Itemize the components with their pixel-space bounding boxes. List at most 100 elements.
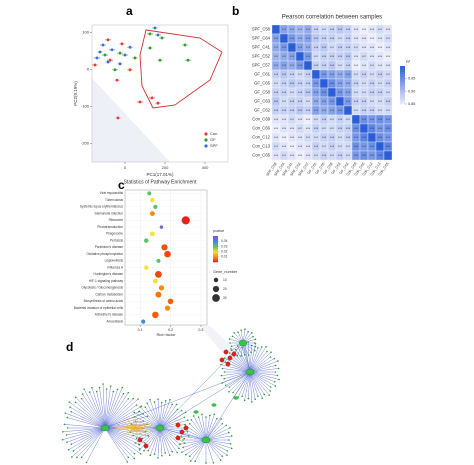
leaf-node: [263, 393, 266, 396]
cell-label: 0.87: [290, 119, 295, 121]
edge: [67, 417, 106, 429]
cell-label: 0.88: [298, 83, 303, 85]
leaf-node: [98, 386, 101, 389]
cell-label: 0.88: [314, 65, 319, 67]
cell-label: 0.86: [290, 137, 295, 139]
point: [95, 56, 99, 60]
leaf-node: [240, 355, 242, 357]
cell-label: 0.94: [378, 128, 383, 130]
y-tick-label: Alzheimer's disease: [95, 313, 123, 317]
cell-label: 1: [299, 56, 301, 58]
edge: [134, 421, 142, 429]
row-label: Con_C12: [252, 135, 270, 140]
edge: [133, 427, 161, 436]
leaf-node: [225, 424, 228, 427]
cell-label: 0.88: [330, 38, 335, 40]
y-tick-label: Oxidative phosphorylation: [86, 252, 123, 256]
leaf-node: [88, 391, 91, 393]
gene-node: [179, 429, 185, 435]
edge: [81, 427, 106, 458]
leaf-node: [149, 398, 151, 401]
legend-title: pvalue: [213, 229, 224, 233]
y-tick-label: 100: [82, 29, 89, 34]
leaf-node: [240, 329, 242, 331]
edge: [241, 371, 251, 397]
leaf-node: [72, 450, 75, 452]
leaf-node: [278, 378, 280, 381]
leaf-node: [276, 374, 279, 377]
cell-label: 0.87: [330, 128, 335, 130]
cell-label: 0.88: [314, 128, 319, 130]
cell-label: 0.95: [386, 128, 391, 130]
leaf-node: [184, 453, 187, 456]
leaf-node: [66, 427, 69, 429]
leaf-node: [221, 455, 224, 458]
cell-label: 0.88: [338, 119, 343, 121]
leaf-node: [254, 342, 256, 344]
cell-label: 0.93: [282, 29, 287, 31]
edge: [159, 427, 189, 437]
cell-label: 0.86: [298, 146, 303, 148]
point: [93, 63, 97, 67]
point: [110, 48, 114, 52]
y-tick-label: Bacterial invasion of epithelial cells: [74, 306, 124, 310]
edge: [249, 346, 262, 373]
edge: [81, 398, 106, 429]
cell-label: 0.94: [346, 101, 351, 103]
leaf-node: [220, 418, 223, 420]
cell-label: 0.87: [338, 65, 343, 67]
network: [61, 328, 280, 464]
leaf-node: [127, 391, 130, 394]
cell-label: 0.87: [314, 155, 319, 157]
edge: [104, 416, 148, 429]
colorbar-label: 0.95: [408, 77, 415, 81]
leaf-node: [247, 397, 250, 400]
cell-label: 0.88: [346, 128, 351, 130]
leaf-node: [229, 342, 231, 344]
edge: [205, 427, 231, 441]
colorbar-label: 0.02: [221, 249, 228, 253]
y-tick-label: 0: [87, 66, 90, 71]
cell-label: 0.88: [338, 155, 343, 157]
edge: [150, 427, 161, 456]
point: [118, 51, 122, 55]
cell-label: 0.92: [274, 47, 279, 49]
cell-label: 0.89: [322, 47, 327, 49]
cell-label: 0.88: [322, 155, 327, 157]
cell-label: 0.88: [298, 101, 303, 103]
cell-label: 0.88: [282, 110, 287, 112]
leaf-node: [164, 400, 167, 402]
edge: [224, 371, 251, 379]
row-label: SPF_C41: [252, 45, 271, 50]
y-tick-label: -200: [81, 141, 90, 146]
edge: [159, 427, 180, 445]
x-tick-label: 200: [162, 165, 169, 170]
leaf-node: [69, 406, 71, 408]
cell-label: 0.88: [314, 146, 319, 148]
leaf-node: [83, 388, 85, 391]
cell-label: 0.87: [354, 110, 359, 112]
cell-label: 0.87: [362, 83, 367, 85]
leaf-node: [231, 335, 234, 338]
cell-label: 0.94: [282, 47, 287, 49]
cell-label: 0.87: [386, 74, 391, 76]
leaf-node: [233, 332, 235, 334]
edge: [249, 371, 278, 376]
column-label: GF_C63: [331, 162, 342, 175]
edge: [205, 439, 232, 449]
colorbar-step: [213, 239, 218, 242]
x-axis-label: PC1(17.01%): [146, 172, 174, 177]
edge: [242, 342, 251, 373]
hub-node: [233, 396, 239, 400]
plot-frame: [124, 189, 208, 326]
cell-label: 0.95: [362, 119, 367, 121]
leaf-node: [74, 401, 77, 404]
edge: [148, 427, 161, 451]
leaf-node: [186, 430, 189, 433]
edge: [249, 347, 259, 373]
cell-label: 0.86: [386, 47, 391, 49]
point: [123, 53, 127, 57]
cell-label: 0.87: [298, 128, 303, 130]
cell-label: 1: [387, 155, 389, 157]
cell-label: 0.92: [306, 47, 311, 49]
